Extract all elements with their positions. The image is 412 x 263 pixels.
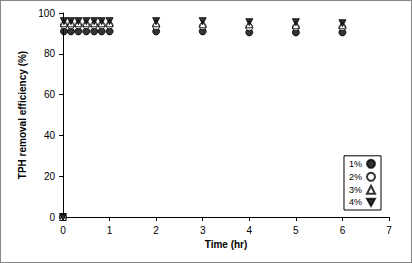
svg-text:4%: 4%: [349, 197, 362, 207]
svg-text:1%: 1%: [349, 159, 362, 169]
svg-text:3%: 3%: [349, 185, 362, 195]
svg-text:TPH removal efficiency (%): TPH removal efficiency (%): [17, 51, 28, 179]
svg-text:2%: 2%: [349, 172, 362, 182]
svg-text:3: 3: [200, 225, 206, 236]
svg-text:Time (hr): Time (hr): [205, 239, 248, 250]
svg-text:0: 0: [60, 225, 66, 236]
svg-text:7: 7: [386, 225, 392, 236]
svg-text:100: 100: [38, 8, 55, 19]
svg-text:2: 2: [153, 225, 159, 236]
svg-text:4: 4: [247, 225, 253, 236]
svg-text:0: 0: [49, 212, 55, 223]
svg-text:1: 1: [107, 225, 113, 236]
svg-text:40: 40: [44, 130, 56, 141]
svg-text:6: 6: [340, 225, 346, 236]
svg-text:20: 20: [44, 171, 56, 182]
svg-text:5: 5: [293, 225, 299, 236]
svg-text:80: 80: [44, 48, 56, 59]
svg-text:60: 60: [44, 89, 56, 100]
